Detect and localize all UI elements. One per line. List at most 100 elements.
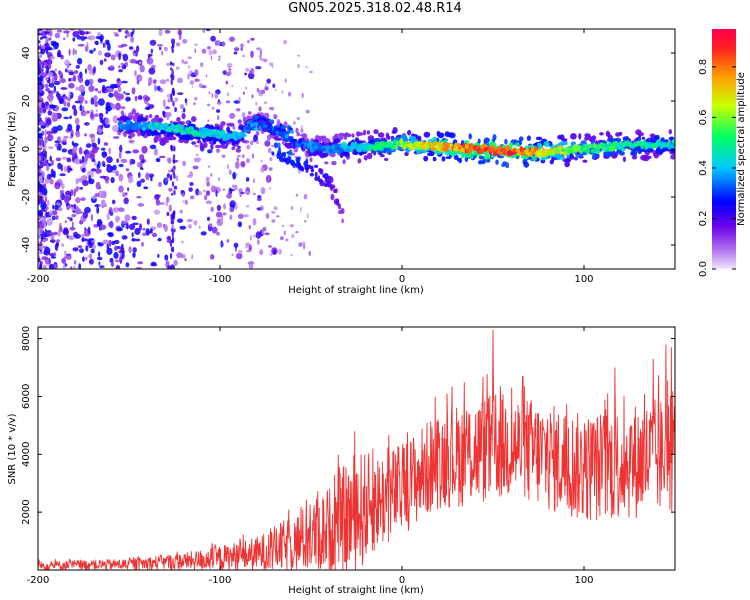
noise-blob — [212, 49, 217, 55]
noise-blob — [252, 192, 256, 196]
noise-blob — [121, 80, 128, 84]
ridge-blob — [177, 124, 185, 130]
noise-blob — [174, 107, 178, 113]
noise-blob — [95, 35, 103, 40]
noise-blob — [217, 115, 220, 121]
noise-blob — [225, 80, 229, 85]
noise-blob — [194, 96, 198, 101]
noise-blob — [88, 242, 94, 249]
noise-blob — [134, 50, 136, 54]
noise-blob — [73, 108, 78, 116]
noise-blob — [84, 100, 88, 104]
noise-blob — [40, 36, 48, 39]
noise-blob — [121, 235, 128, 240]
noise-blob — [164, 106, 171, 110]
noise-blob — [170, 228, 174, 232]
noise-blob — [69, 226, 76, 231]
noise-blob — [49, 155, 52, 162]
noise-blob — [131, 232, 134, 238]
noise-blob — [228, 68, 232, 71]
noise-blob — [96, 223, 101, 227]
branch-blob — [337, 203, 342, 210]
ridge-blob — [265, 127, 271, 132]
noise-blob — [38, 155, 42, 162]
noise-blob — [115, 259, 120, 263]
noise-blob — [184, 98, 188, 104]
ridge-blob — [343, 151, 350, 158]
noise-blob — [85, 143, 92, 149]
ridge-blob — [390, 135, 395, 140]
noise-blob — [170, 246, 174, 252]
noise-blob — [107, 88, 113, 91]
noise-blob — [306, 213, 309, 219]
branch-blob — [293, 162, 296, 168]
ridge-blob — [234, 140, 240, 145]
noise-blob — [122, 53, 129, 62]
noise-blob — [70, 266, 73, 269]
x-tick-label: 0 — [399, 575, 405, 586]
noise-blob — [164, 29, 171, 34]
ridge-blob — [441, 156, 446, 162]
colorbar-ticks: 0.0 0.2 0.4 0.6 0.8 — [698, 59, 736, 277]
noise-blob — [112, 125, 119, 132]
ridge-blob — [620, 147, 626, 152]
noise-blob — [188, 224, 192, 229]
branch-blob — [309, 172, 314, 177]
noise-blob — [73, 158, 80, 165]
noise-blob — [202, 189, 206, 193]
noise-blob — [146, 57, 154, 65]
noise-blob — [226, 100, 231, 104]
branch-blob — [335, 198, 340, 205]
noise-blob — [205, 190, 211, 196]
noise-blob — [105, 105, 113, 112]
noise-blob — [101, 147, 106, 151]
noise-blob — [267, 245, 272, 248]
noise-blob — [172, 62, 175, 67]
ridge-blob — [570, 154, 575, 160]
ridge-blob — [423, 147, 429, 151]
ridge-blob — [203, 142, 208, 148]
noise-blob — [66, 157, 72, 163]
noise-blob — [290, 253, 293, 257]
noise-blob — [74, 49, 77, 55]
ridge-blob — [237, 119, 242, 124]
noise-blob — [158, 202, 165, 205]
noise-blob — [247, 39, 250, 44]
noise-blob — [42, 187, 48, 196]
noise-blob — [101, 151, 108, 158]
noise-blob — [62, 228, 70, 236]
noise-blob — [137, 203, 145, 207]
noise-blob — [52, 42, 59, 46]
noise-blob — [252, 139, 255, 143]
noise-blob — [238, 96, 241, 103]
noise-blob — [272, 83, 276, 88]
ridge-blob — [432, 156, 437, 162]
noise-blob — [305, 109, 310, 114]
x-tick-label: 100 — [574, 575, 593, 586]
noise-blob — [245, 242, 251, 247]
noise-blob — [222, 70, 227, 75]
noise-blob — [260, 159, 263, 163]
noise-blob — [97, 242, 102, 246]
noise-blob — [218, 55, 222, 59]
branch-blob — [340, 208, 345, 214]
noise-blob — [68, 82, 75, 89]
noise-blob — [226, 62, 233, 68]
noise-blob — [68, 71, 75, 76]
noise-blob — [63, 195, 70, 204]
noise-blob — [148, 77, 153, 85]
noise-blob — [188, 187, 193, 193]
noise-blob — [131, 215, 137, 221]
noise-blob — [246, 205, 250, 208]
noise-blob — [53, 85, 57, 92]
noise-blob — [75, 130, 81, 138]
ridge-blob — [615, 151, 619, 156]
x-tick-label: -100 — [209, 274, 232, 285]
noise-blob — [281, 90, 284, 94]
noise-blob — [213, 189, 217, 193]
noise-blob — [127, 175, 134, 184]
noise-blob — [123, 197, 129, 205]
noise-blob — [87, 170, 94, 178]
noise-blob — [182, 200, 185, 203]
x-tick-label: -100 — [209, 575, 232, 586]
